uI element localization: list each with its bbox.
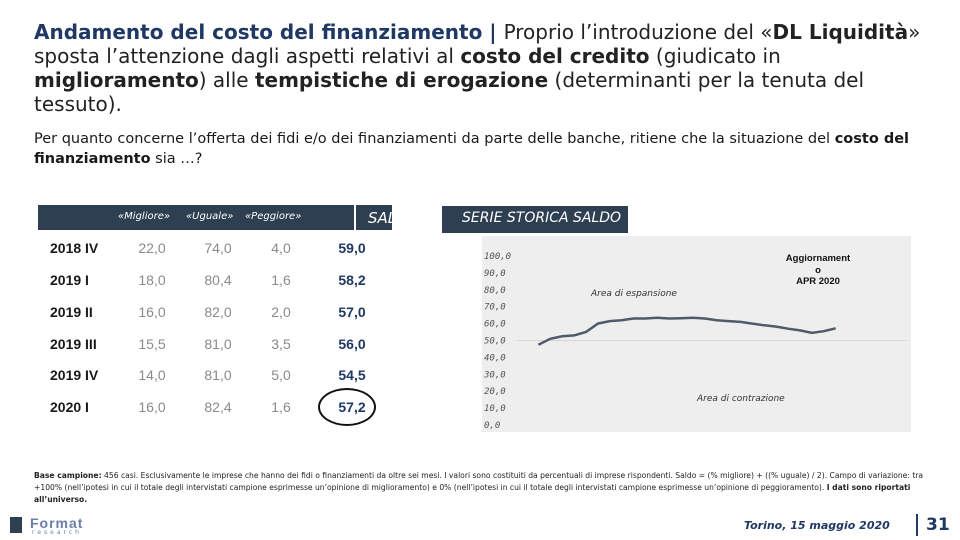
y-tick-label: 50,0 <box>484 337 506 347</box>
y-tick-label: 90,0 <box>484 269 506 279</box>
uguale-cell: 74,0 <box>204 240 232 256</box>
series-header-bar: SERIE STORICA SALDO <box>442 206 628 233</box>
title-lead: Andamento del costo del finanziamento | <box>34 20 504 44</box>
saldo-cell: 58,2 <box>338 272 366 288</box>
period-cell: 2019 I <box>50 272 89 288</box>
col-header-uguale: «Uguale» <box>186 211 234 222</box>
saldo-line-chart: 100,0 90,0 80,0 70,0 60,0 50,0 40,0 30,0 20,0 10,… <box>482 236 911 432</box>
col-header-saldo: SALDO <box>368 209 420 227</box>
table-header-bar: «Migliore» «Uguale» «Peggiore» <box>38 205 354 230</box>
expansion-area-label: Area di espansione <box>590 289 677 299</box>
period-cell: 2020 I <box>50 399 89 415</box>
y-axis: 100,0 90,0 80,0 70,0 60,0 50,0 40,0 30,0 20,0 10,… <box>483 252 511 431</box>
saldo-cell: 54,5 <box>338 367 366 383</box>
table-row: 2019 III 15,5 81,0 3,5 56,0 <box>38 329 392 360</box>
logo-name: Format <box>30 515 84 531</box>
y-tick-label: 10,0 <box>484 404 506 414</box>
uguale-cell: 80,4 <box>204 272 232 288</box>
page-title: Andamento del costo del finanziamento | … <box>34 20 952 116</box>
y-tick-label: 60,0 <box>484 320 506 330</box>
title-bold: DL Liquidità <box>772 20 909 44</box>
title-text: Proprio l’introduzione del « <box>503 20 773 44</box>
chart-svg: 100,0 90,0 80,0 70,0 60,0 50,0 40,0 30,0 20,0 10,… <box>483 252 907 431</box>
table-row: 2019 I 18,0 80,4 1,6 58,2 <box>38 265 392 296</box>
saldo-cell: 59,0 <box>338 240 366 256</box>
period-cell: 2019 IV <box>50 367 99 383</box>
peggiore-cell: 4,0 <box>271 240 291 256</box>
results-table: «Migliore» «Uguale» «Peggiore» SALDO 201… <box>38 205 420 420</box>
logo-sub: research <box>32 529 82 536</box>
title-bold: costo del credito <box>460 44 650 68</box>
y-tick-label: 0,0 <box>484 421 500 431</box>
update-label-line1: Aggiornament <box>786 253 851 264</box>
table-row: 2019 II 16,0 82,0 2,0 57,0 <box>38 297 392 328</box>
update-label-line2: o <box>815 265 821 276</box>
footnote: Base campione: 456 casi. Esclusivamente … <box>34 471 924 504</box>
y-tick-label: 70,0 <box>484 303 506 313</box>
migliore-cell: 15,5 <box>138 336 166 352</box>
migliore-cell: 16,0 <box>138 399 166 415</box>
uguale-cell: 82,0 <box>204 304 232 320</box>
saldo-cell: 57,0 <box>338 304 366 320</box>
migliore-cell: 18,0 <box>138 272 166 288</box>
contraction-area-label: Area di contrazione <box>696 394 785 404</box>
y-tick-label: 100,0 <box>484 252 511 262</box>
title-text: » sposta l’attenzione dagli aspetti rela… <box>34 20 921 68</box>
page-separator <box>916 514 918 536</box>
col-header-migliore: «Migliore» <box>118 211 171 222</box>
update-label-line3: APR 2020 <box>796 276 840 287</box>
peggiore-cell: 2,0 <box>271 304 291 320</box>
title-text: (determinanti per la tenuta del tessuto)… <box>34 68 865 116</box>
uguale-cell: 81,0 <box>204 367 232 383</box>
title-text: (giudicato in <box>649 44 781 68</box>
y-tick-label: 40,0 <box>484 353 506 363</box>
title-text: ) alle <box>198 68 255 92</box>
table-row: 2019 IV 14,0 81,0 5,0 54,5 <box>38 360 392 391</box>
highlight-circle <box>318 388 376 426</box>
saldo-series-line <box>537 316 836 346</box>
migliore-cell: 22,0 <box>138 240 166 256</box>
period-cell: 2019 II <box>50 304 93 320</box>
peggiore-cell: 3,5 <box>271 336 291 352</box>
logo: Format research <box>10 515 84 537</box>
survey-question: Per quanto concerne l’offerta dei fidi e… <box>34 131 910 167</box>
series-header: SERIE STORICA SALDO <box>462 210 622 226</box>
peggiore-cell: 1,6 <box>271 272 291 288</box>
col-header-peggiore: «Peggiore» <box>245 211 302 222</box>
uguale-cell: 82,4 <box>204 399 232 415</box>
period-cell: 2018 IV <box>50 240 99 256</box>
logo-mark-icon <box>10 517 22 533</box>
title-bold: tempistiche di erogazione <box>254 68 549 92</box>
migliore-cell: 16,0 <box>138 304 166 320</box>
peggiore-cell: 5,0 <box>271 367 291 383</box>
y-tick-label: 80,0 <box>484 286 506 296</box>
saldo-header-bar <box>356 205 392 230</box>
y-tick-label: 20,0 <box>484 387 506 397</box>
migliore-cell: 14,0 <box>138 367 166 383</box>
saldo-cell: 56,0 <box>338 336 366 352</box>
y-tick-label: 30,0 <box>483 370 506 380</box>
period-cell: 2019 III <box>50 336 97 352</box>
peggiore-cell: 1,6 <box>271 399 291 415</box>
page-number: 31 <box>926 515 950 535</box>
table-row: 2018 IV 22,0 74,0 4,0 59,0 <box>38 233 392 264</box>
uguale-cell: 81,0 <box>204 336 232 352</box>
title-bold: miglioramento <box>34 68 199 92</box>
place-date: Torino, 15 maggio 2020 <box>744 519 890 532</box>
